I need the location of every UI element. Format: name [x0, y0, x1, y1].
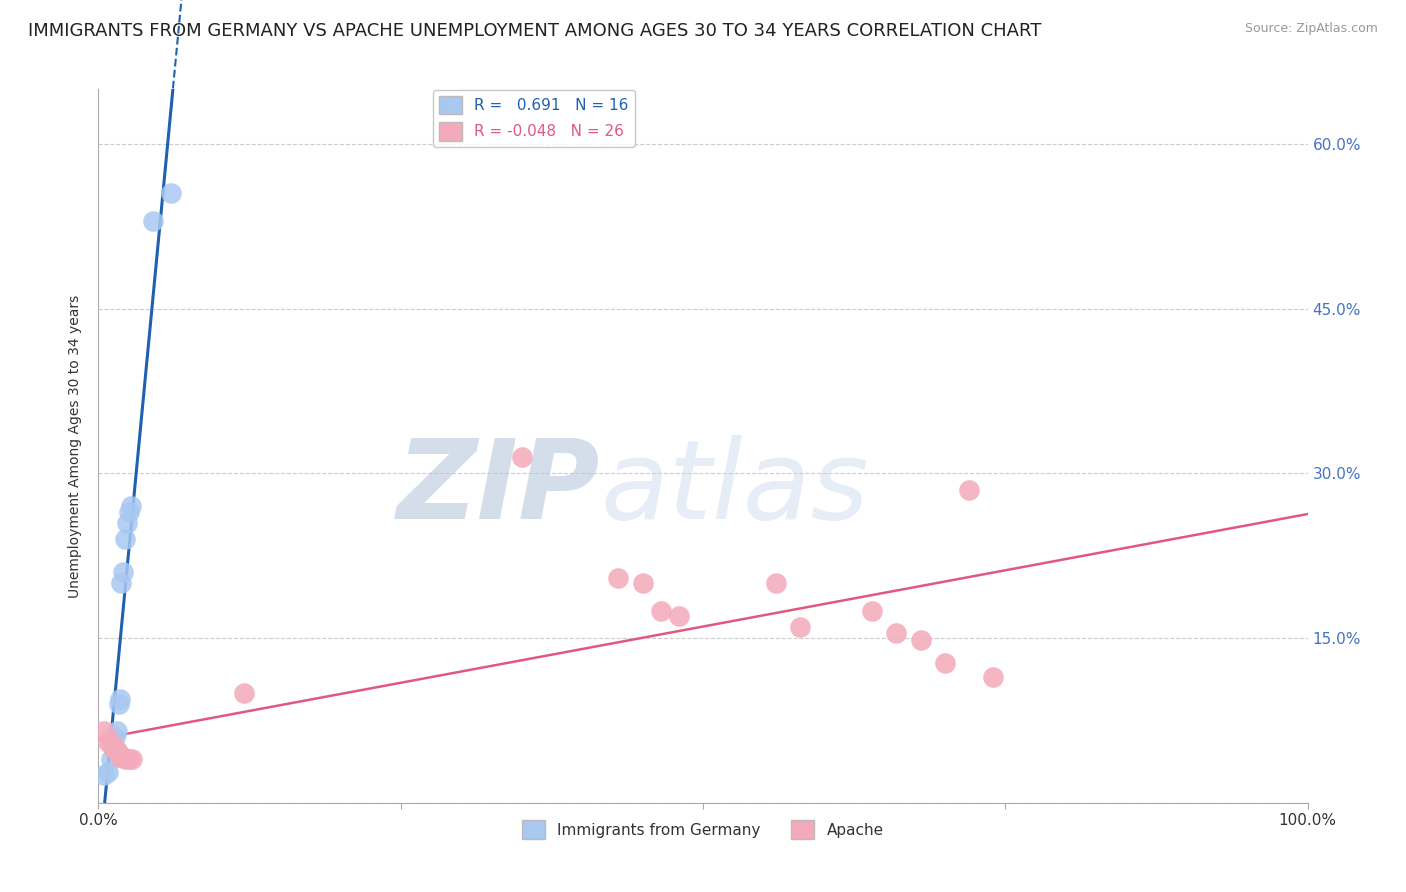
Point: [765, 576, 787, 591]
Point: [108, 749, 131, 764]
Point: [607, 571, 630, 585]
Point: [650, 604, 672, 618]
Point: [118, 752, 141, 766]
Point: [93, 768, 115, 782]
Point: [107, 747, 129, 761]
Point: [97, 765, 120, 780]
Point: [110, 576, 132, 591]
Point: [510, 450, 533, 464]
Point: [668, 609, 690, 624]
Point: [160, 186, 183, 201]
Point: [97, 735, 120, 749]
Point: [934, 657, 956, 671]
Point: [860, 604, 883, 618]
Point: [114, 533, 136, 547]
Legend: Immigrants from Germany, Apache: Immigrants from Germany, Apache: [516, 814, 890, 845]
Point: [104, 730, 127, 744]
Point: [117, 516, 139, 530]
Point: [101, 740, 124, 755]
Point: [789, 620, 811, 634]
Point: [111, 749, 134, 764]
Point: [105, 724, 128, 739]
Point: [111, 566, 134, 580]
Point: [886, 625, 908, 640]
Point: [105, 743, 128, 757]
Point: [981, 669, 1004, 683]
Y-axis label: Unemployment Among Ages 30 to 34 years: Unemployment Among Ages 30 to 34 years: [69, 294, 83, 598]
Point: [108, 691, 131, 706]
Text: ZIP: ZIP: [396, 435, 600, 542]
Point: [631, 576, 654, 591]
Point: [120, 500, 142, 514]
Point: [142, 214, 165, 228]
Point: [103, 740, 125, 755]
Point: [232, 686, 254, 700]
Point: [101, 740, 124, 755]
Point: [121, 752, 143, 766]
Point: [114, 752, 136, 766]
Point: [957, 483, 980, 497]
Point: [108, 697, 131, 711]
Point: [93, 724, 115, 739]
Text: IMMIGRANTS FROM GERMANY VS APACHE UNEMPLOYMENT AMONG AGES 30 TO 34 YEARS CORRELA: IMMIGRANTS FROM GERMANY VS APACHE UNEMPL…: [28, 22, 1042, 40]
Point: [118, 505, 141, 519]
Point: [100, 735, 122, 749]
Point: [100, 752, 122, 766]
Text: Source: ZipAtlas.com: Source: ZipAtlas.com: [1244, 22, 1378, 36]
Text: atlas: atlas: [600, 435, 869, 542]
Point: [910, 633, 932, 648]
